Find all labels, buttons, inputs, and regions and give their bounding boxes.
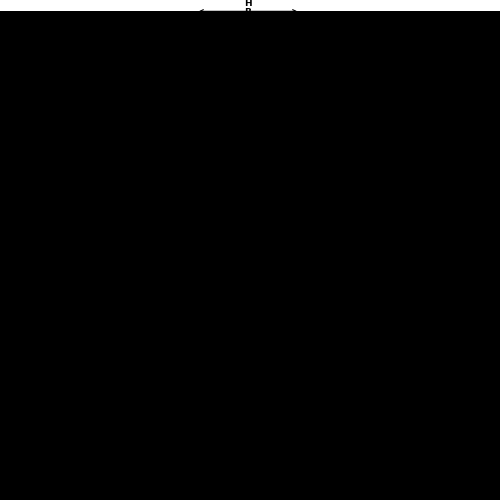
Text: 0.16 inches: 0.16 inches <box>273 447 331 457</box>
Text: 5/8"-11 x 1.28", 2000 lb WLL, Stainless Steel Safety Engineered ADB Hoist Ring: 5/8"-11 x 1.28", 2000 lb WLL, Stainless … <box>70 14 430 22</box>
Text: Bail Diameter (D):: Bail Diameter (D): <box>166 328 268 338</box>
Text: Bail Outside Length (F):: Bail Outside Length (F): <box>133 362 268 372</box>
Text: A: A <box>342 28 349 38</box>
Text: 1.5 inches: 1.5 inches <box>273 430 324 440</box>
Text: M: M <box>168 87 177 96</box>
Text: 2.18 inches: 2.18 inches <box>273 464 331 474</box>
Text: 1.22 inches: 1.22 inches <box>273 310 331 320</box>
Text: 1.99 inches: 1.99 inches <box>273 413 331 423</box>
Text: L: L <box>333 175 339 184</box>
Text: K: K <box>244 249 252 258</box>
Text: Overall Width (B):: Overall Width (B): <box>166 293 268 303</box>
Text: Bushing Width (K):: Bushing Width (K): <box>161 430 268 440</box>
Text: Body Height (C):: Body Height (C): <box>175 310 268 320</box>
Text: Bail Radius (A):: Bail Radius (A): <box>181 276 268 286</box>
Text: Thread Length (E):: Thread Length (E): <box>162 344 268 354</box>
Text: Item #:94720022: Item #:94720022 <box>203 22 297 32</box>
Text: 3.52 inches: 3.52 inches <box>273 396 331 406</box>
Text: Bail Inside Length (M):: Bail Inside Length (M): <box>140 464 268 474</box>
Text: Thread Specification (G):: Thread Specification (G): <box>126 378 268 388</box>
Text: 5/8"-11: 5/8"-11 <box>273 378 310 388</box>
Text: F: F <box>157 98 163 106</box>
Polygon shape <box>226 124 270 138</box>
Text: Bushing Height (L):: Bushing Height (L): <box>158 447 268 457</box>
Text: 0.88 inches: 0.88 inches <box>273 276 330 286</box>
Text: 3.25 inches: 3.25 inches <box>273 293 331 303</box>
Text: J: J <box>246 258 250 268</box>
Text: 4.78 inches: 4.78 inches <box>273 362 331 372</box>
Text: C: C <box>336 166 342 175</box>
Text: 3/4 inches: 3/4 inches <box>273 328 324 338</box>
Text: G
THREAD: G THREAD <box>180 200 220 220</box>
Text: 1.28 inches: 1.28 inches <box>273 344 331 354</box>
Text: RADIUS: RADIUS <box>342 36 374 45</box>
Text: H: H <box>244 0 252 8</box>
Text: Shoulder Pin Width (H):: Shoulder Pin Width (H): <box>134 396 268 406</box>
Text: BUSHING
FLANGE: BUSHING FLANGE <box>126 170 173 190</box>
Text: B: B <box>244 8 252 17</box>
Text: Body Width (J):: Body Width (J): <box>182 413 268 423</box>
Text: E: E <box>281 203 287 212</box>
Text: D: D <box>334 104 342 114</box>
